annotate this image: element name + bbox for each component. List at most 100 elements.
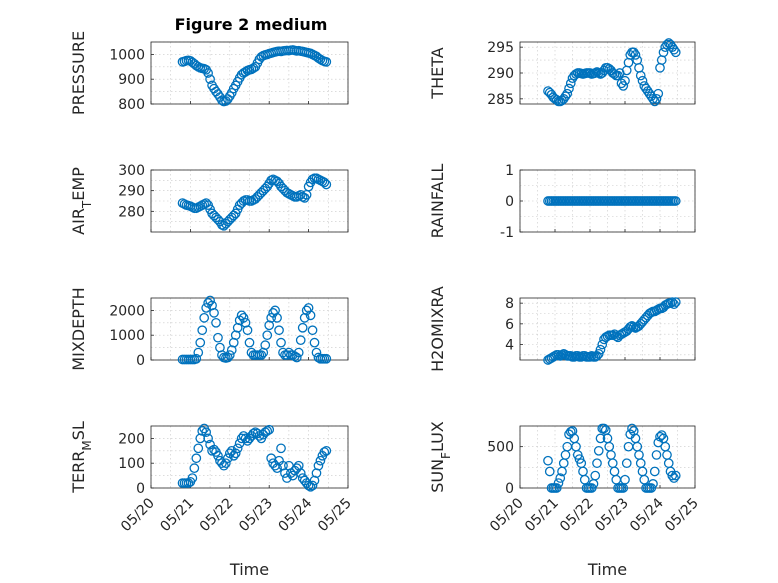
data-point <box>543 455 553 466</box>
subplot-rainfall: -1 0 1 RAINFALL <box>428 163 696 241</box>
data-point <box>558 458 569 469</box>
axes-box <box>150 41 349 105</box>
data-point <box>585 352 595 362</box>
data-point <box>649 96 660 107</box>
data-point <box>293 347 304 358</box>
x-axis-label: Time <box>229 560 269 579</box>
y-tick-label: 100 <box>118 456 145 472</box>
data-point <box>621 458 632 469</box>
y-tick-label: 290 <box>487 66 514 82</box>
data-point <box>199 312 210 323</box>
data-point <box>663 458 674 469</box>
data-point <box>651 450 662 460</box>
data-point <box>201 427 212 438</box>
data-point <box>669 44 679 55</box>
data-point <box>276 443 286 454</box>
axes-box <box>150 425 349 489</box>
data-point <box>260 340 271 350</box>
data-point <box>222 453 233 464</box>
data-point <box>618 81 629 91</box>
data-point <box>620 474 630 485</box>
data-point <box>662 450 672 460</box>
data-point <box>307 480 318 491</box>
data-point <box>321 56 332 67</box>
data-point <box>242 325 253 336</box>
data-point <box>205 74 215 85</box>
y-axis-label: MIXDEPTH <box>69 287 88 370</box>
y-axis-label: H2OMIXRA <box>428 286 447 372</box>
data-point <box>555 473 566 483</box>
y-axis-label: THETA <box>428 47 447 99</box>
data-point <box>217 95 227 106</box>
data-point <box>319 177 330 188</box>
data-point <box>264 424 275 435</box>
data-point <box>305 310 316 321</box>
data-point <box>209 308 219 318</box>
data-point <box>667 297 678 307</box>
data-point <box>248 428 259 439</box>
y-tick-label: 6 <box>505 317 514 333</box>
y-tick-label: 1000 <box>109 47 145 63</box>
data-point <box>207 445 217 456</box>
data-point <box>653 88 664 99</box>
y-tick-label: 0 <box>136 353 145 369</box>
y-tick-label: 2000 <box>109 303 145 319</box>
data-point <box>648 93 658 104</box>
data-point <box>623 57 634 68</box>
data-point <box>567 426 578 436</box>
data-point <box>197 325 208 336</box>
data-point <box>592 458 602 469</box>
y-tick-label: 0 <box>505 194 514 210</box>
data-point <box>211 317 221 328</box>
data-point <box>321 179 332 190</box>
y-tick-label: 200 <box>118 431 145 447</box>
data-point <box>203 68 213 78</box>
data-point <box>213 450 223 461</box>
subplot-mixdepth: 0 1000 2000 MIXDEPTH <box>69 287 349 371</box>
axes-box <box>519 297 696 361</box>
data-point <box>217 458 227 469</box>
data-point <box>230 448 241 459</box>
data-point <box>635 70 646 81</box>
data-point <box>670 47 681 58</box>
data-point <box>544 466 555 477</box>
subplot-h2omixra: 4 6 8 H2OMIXRA <box>428 286 696 372</box>
data-point <box>272 312 282 323</box>
data-point <box>213 332 223 343</box>
data-point <box>313 460 324 471</box>
y-tick-label: 1000 <box>109 328 145 344</box>
y-tick-label: 0 <box>136 481 145 497</box>
data-point <box>593 445 604 456</box>
data-point <box>228 450 239 461</box>
data-point <box>564 83 574 94</box>
data-point <box>315 455 326 466</box>
data-point <box>238 312 249 323</box>
y-tick-label: 900 <box>118 72 145 88</box>
data-point <box>201 303 212 313</box>
data-point <box>236 310 247 321</box>
data-point <box>634 62 644 73</box>
data-point <box>648 479 658 489</box>
data-point <box>590 68 601 78</box>
data-point <box>197 426 208 436</box>
y-tick-label: 285 <box>487 92 514 108</box>
x-tick-label: 05/20 <box>118 495 158 535</box>
data-point <box>662 39 672 50</box>
data-point <box>630 50 641 60</box>
data-point <box>307 325 318 336</box>
data-point <box>669 473 679 483</box>
data-point <box>628 47 639 58</box>
y-tick-label: 290 <box>118 184 145 200</box>
y-tick-label: 8 <box>505 296 514 312</box>
data-point <box>637 75 648 86</box>
data-point <box>609 466 620 477</box>
axes-box <box>150 169 349 233</box>
x-tick-label: 05/21 <box>522 495 562 535</box>
data-point <box>649 466 660 477</box>
data-point <box>191 353 202 364</box>
x-tick-label: 05/22 <box>557 495 597 535</box>
data-point <box>670 297 681 307</box>
data-point <box>219 460 229 471</box>
